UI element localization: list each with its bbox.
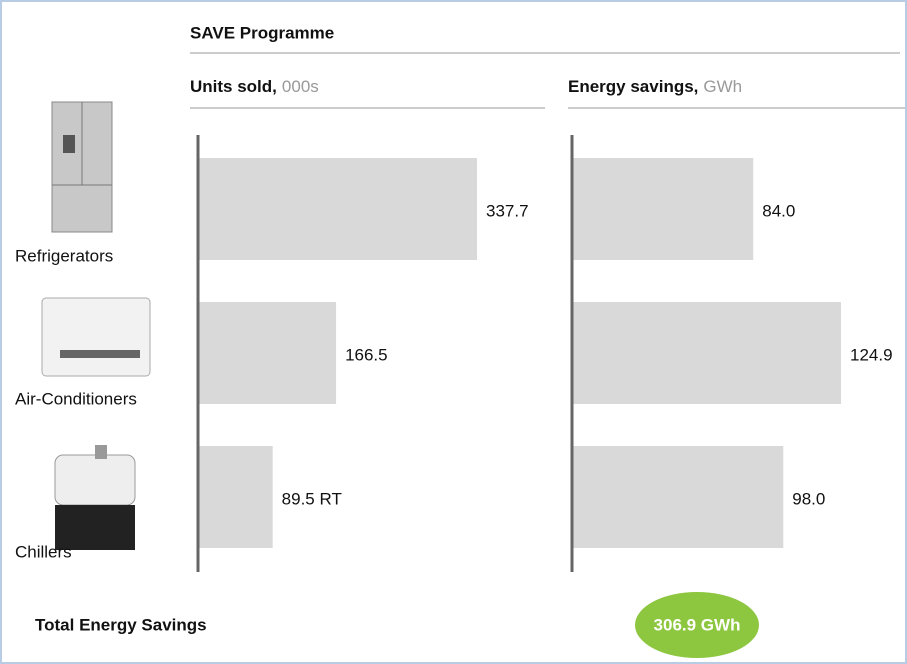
category-label: Chillers xyxy=(15,542,72,561)
bar xyxy=(573,158,753,260)
panel-title-text: Units sold, xyxy=(190,77,277,96)
value-label: 89.5 RT xyxy=(282,489,342,508)
bar xyxy=(199,302,336,404)
category-label: Air-Conditioners xyxy=(15,389,137,408)
refrigerator-icon xyxy=(52,102,112,232)
category-label: Refrigerators xyxy=(15,246,113,265)
bar xyxy=(199,158,477,260)
total-value: 306.9 GWh xyxy=(654,615,741,634)
value-label: 337.7 xyxy=(486,201,529,220)
value-label: 124.9 xyxy=(850,345,893,364)
total-label: Total Energy Savings xyxy=(35,615,207,634)
bar xyxy=(573,302,841,404)
value-label: 84.0 xyxy=(762,201,795,220)
chiller-icon xyxy=(55,445,135,550)
bar xyxy=(199,446,273,548)
value-label: 166.5 xyxy=(345,345,388,364)
value-label: 98.0 xyxy=(792,489,825,508)
chart: SAVE Programme Total Energy Savings Refr… xyxy=(0,0,907,664)
panel-units: GWh xyxy=(703,77,742,96)
panel-units: 000s xyxy=(282,77,319,96)
panel-title: Units sold, 000s xyxy=(190,77,319,96)
panel-title: Energy savings, GWh xyxy=(568,77,742,96)
page-title: SAVE Programme xyxy=(190,23,334,42)
bar xyxy=(573,446,783,548)
page: {"title": "SAVE Programme", "categories"… xyxy=(0,0,907,664)
panel-title-text: Energy savings, xyxy=(568,77,698,96)
air-conditioner-icon xyxy=(42,298,150,376)
